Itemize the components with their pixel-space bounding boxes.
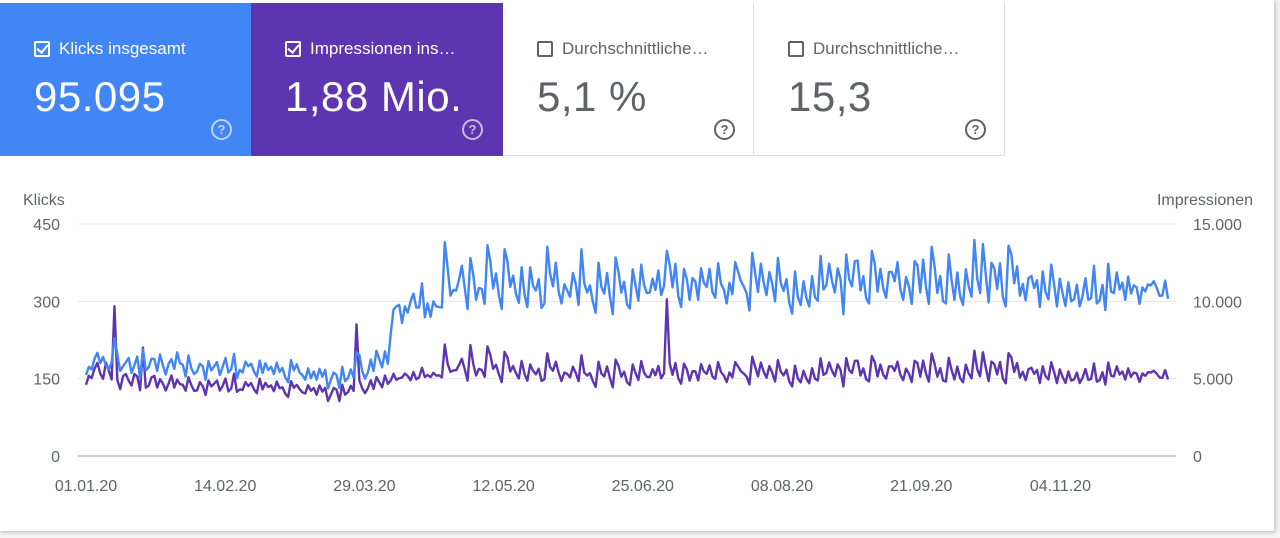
- y-tick-left: 150: [33, 372, 60, 389]
- x-tick: 08.08.20: [751, 478, 813, 495]
- card-header: Durchschnittliche…: [537, 39, 708, 59]
- card-header: Impressionen ins…: [285, 39, 456, 59]
- card-value: 5,1 %: [537, 73, 647, 120]
- card-header: Durchschnittliche…: [788, 39, 959, 59]
- checkbox-unchecked-icon[interactable]: [537, 41, 553, 57]
- card-header: Klicks insgesamt: [34, 39, 186, 59]
- series-line-clicks: [84, 238, 1170, 390]
- series-line-impressions: [84, 298, 1170, 403]
- card-label: Durchschnittliche…: [562, 39, 709, 58]
- x-tick: 25.06.20: [612, 478, 674, 495]
- card-label: Durchschnittliche…: [813, 39, 960, 58]
- checkbox-checked-icon[interactable]: [285, 41, 301, 57]
- x-tick: 29.03.20: [333, 478, 395, 495]
- y-tick-right: 10.000: [1193, 294, 1242, 311]
- x-tick: 01.01.20: [55, 478, 117, 495]
- x-tick: 14.02.20: [194, 478, 256, 495]
- y-tick-left: 0: [51, 449, 60, 466]
- card-label: Impressionen ins…: [310, 39, 456, 58]
- metric-card-impressions[interactable]: Impressionen ins… 1,88 Mio. ?: [251, 3, 503, 156]
- metric-card-position[interactable]: Durchschnittliche… 15,3 ?: [754, 3, 1005, 156]
- card-value: 15,3: [788, 73, 872, 120]
- x-tick: 12.05.20: [472, 478, 534, 495]
- y-tick-right: 0: [1193, 449, 1202, 466]
- y-tick-right: 15.000: [1193, 217, 1242, 234]
- x-tick: 04.11.20: [1030, 478, 1091, 495]
- metric-card-clicks[interactable]: Klicks insgesamt 95.095 ?: [0, 3, 251, 156]
- y-tick-left: 300: [33, 294, 60, 311]
- help-icon[interactable]: ?: [211, 119, 232, 140]
- card-label: Klicks insgesamt: [59, 39, 186, 58]
- help-icon[interactable]: ?: [965, 119, 986, 140]
- card-value: 1,88 Mio.: [285, 73, 463, 120]
- checkbox-checked-icon[interactable]: [34, 41, 50, 57]
- y-tick-left: 450: [33, 217, 60, 234]
- metric-card-ctr[interactable]: Durchschnittliche… 5,1 % ?: [503, 3, 754, 156]
- help-icon[interactable]: ?: [462, 119, 483, 140]
- x-tick: 21.09.20: [890, 478, 952, 495]
- checkbox-unchecked-icon[interactable]: [788, 41, 804, 57]
- y-tick-right: 5.000: [1193, 372, 1233, 389]
- y-axis-right-label: Impressionen: [1157, 192, 1253, 209]
- help-icon[interactable]: ?: [714, 119, 735, 140]
- y-axis-left-label: Klicks: [23, 192, 65, 209]
- card-value: 95.095: [34, 73, 166, 120]
